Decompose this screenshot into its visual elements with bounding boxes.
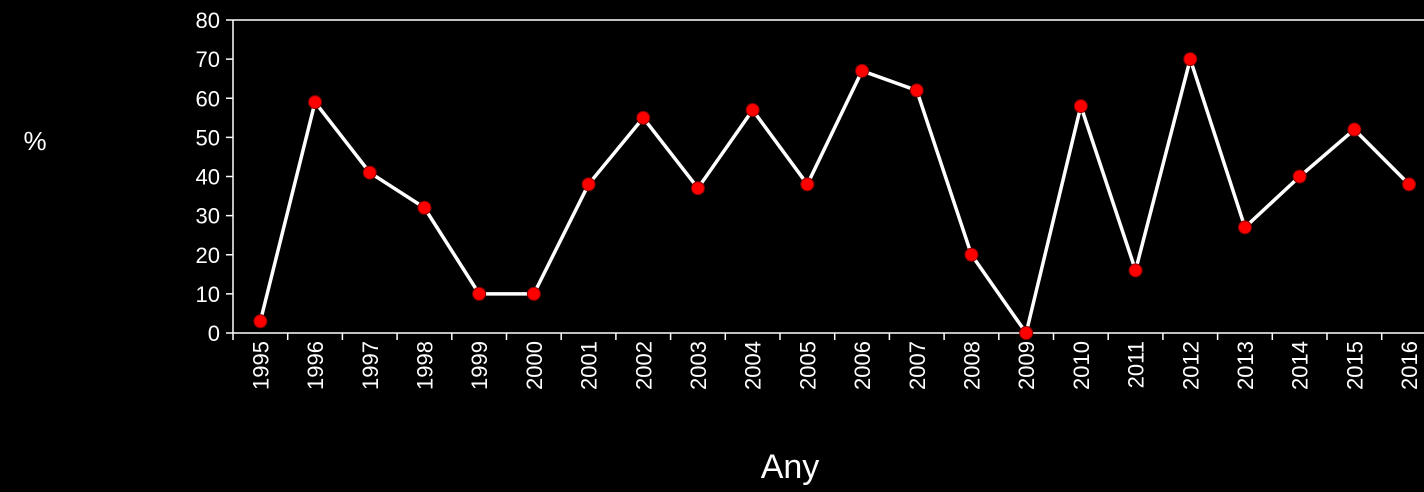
y-tick-label: 20 <box>196 243 220 268</box>
data-point <box>362 165 377 180</box>
data-point <box>1292 169 1307 184</box>
y-tick-label: 0 <box>208 321 220 346</box>
data-point <box>1347 122 1362 137</box>
y-axis-label: % <box>23 126 46 156</box>
data-point <box>253 314 268 329</box>
x-tick-label: 1996 <box>303 341 328 390</box>
x-tick-label: 1997 <box>358 341 383 390</box>
data-point <box>964 247 979 262</box>
x-tick-label: 2001 <box>577 341 602 390</box>
data-point <box>690 181 705 196</box>
x-tick-label: 2009 <box>1014 341 1039 390</box>
y-tick-label: 80 <box>196 8 220 33</box>
x-tick-label: 2011 <box>1124 341 1149 388</box>
x-tick-label: 2004 <box>741 341 766 390</box>
y-tick-label: 10 <box>196 282 220 307</box>
x-tick-label: 1999 <box>467 341 492 390</box>
x-tick-label: 1998 <box>412 341 437 390</box>
x-tick-label: 2006 <box>850 341 875 390</box>
data-point <box>636 110 651 125</box>
x-tick-label: 2016 <box>1397 341 1422 390</box>
y-tick-label: 40 <box>196 165 220 190</box>
data-point <box>581 177 596 192</box>
y-tick-label: 50 <box>196 125 220 150</box>
data-point <box>308 95 323 110</box>
data-point <box>800 177 815 192</box>
x-tick-label: 2005 <box>795 341 820 390</box>
y-tick-labels: 0 10 20 30 40 50 60 70 80 <box>196 8 220 346</box>
data-points-group <box>253 52 1417 340</box>
data-point <box>1073 99 1088 114</box>
y-tick-label: 30 <box>196 204 220 229</box>
data-point <box>855 63 870 78</box>
x-tick-label: 2003 <box>686 341 711 390</box>
data-point <box>909 83 924 98</box>
x-tick-label: 1995 <box>248 341 273 390</box>
y-tick-label: 70 <box>196 47 220 72</box>
data-point <box>1019 326 1034 340</box>
data-point <box>745 102 760 117</box>
series-line-group <box>258 52 1411 338</box>
data-point <box>1183 52 1198 67</box>
x-tick-label: 2007 <box>905 341 930 390</box>
axes-group <box>226 19 1424 340</box>
data-point <box>526 286 541 301</box>
x-axis-label: Any <box>761 448 820 486</box>
x-tick-label: 2000 <box>522 341 547 390</box>
data-point <box>1128 263 1143 278</box>
x-tick-label: 2010 <box>1069 341 1094 390</box>
x-tick-labels: 1995 1996 1997 1998 1999 2000 2001 2002 2003 2004… <box>248 341 1422 390</box>
series-line <box>258 52 1411 338</box>
x-tick-label: 2015 <box>1342 341 1367 390</box>
data-point <box>417 200 432 215</box>
y-tick-label: 60 <box>196 86 220 111</box>
data-point <box>1402 177 1417 192</box>
data-point <box>472 286 487 301</box>
x-tick-label: 2008 <box>959 341 984 390</box>
x-tick-label: 2014 <box>1288 341 1313 390</box>
x-tick-label: 2002 <box>631 341 656 390</box>
data-point <box>1237 220 1252 235</box>
x-tick-label: 2012 <box>1178 341 1203 390</box>
x-tick-label: 2013 <box>1233 341 1258 390</box>
